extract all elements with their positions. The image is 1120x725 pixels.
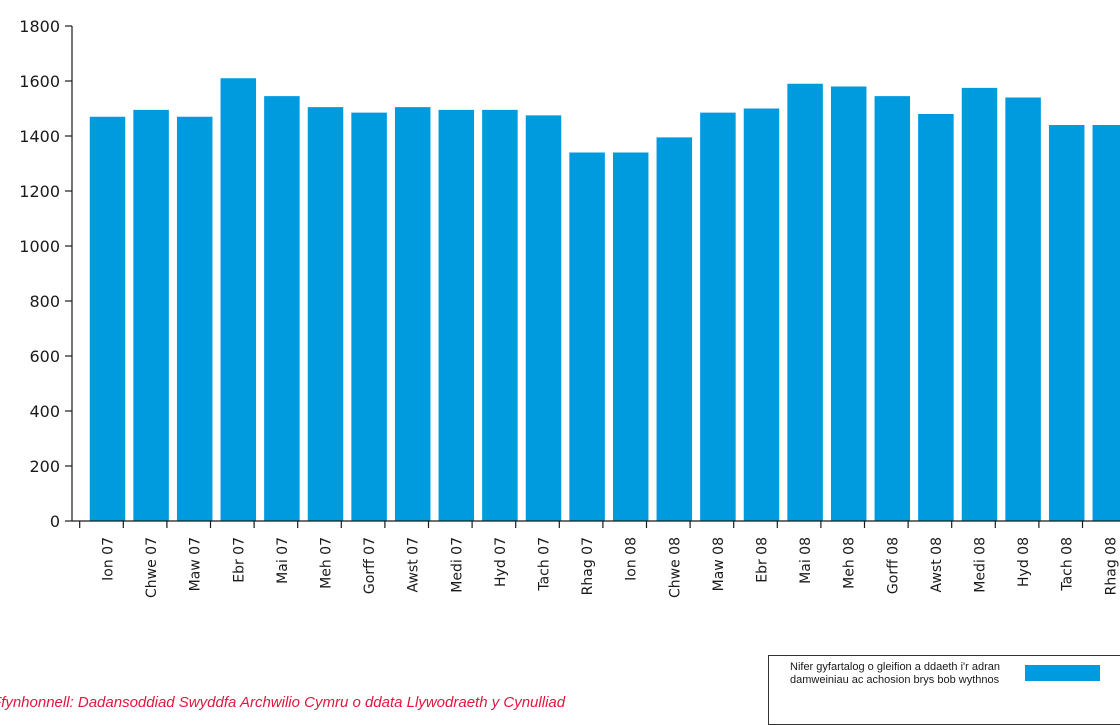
bar bbox=[743, 108, 780, 521]
x-tick-label: Ebr 07 bbox=[231, 537, 247, 583]
y-tick-label: 0 bbox=[50, 512, 60, 531]
bar bbox=[700, 112, 736, 521]
bar bbox=[220, 78, 257, 521]
bar bbox=[874, 96, 911, 521]
y-tick-label: 1600 bbox=[19, 72, 60, 91]
x-tick-label: Gorff 07 bbox=[362, 537, 378, 594]
source-note: Ffynhonnell: Dadansoddiad Swyddfa Archwi… bbox=[0, 694, 566, 711]
bar bbox=[656, 137, 693, 521]
x-tick-label: Tach 08 bbox=[1060, 537, 1076, 592]
x-tick-label: Rhag 07 bbox=[580, 537, 596, 595]
bar bbox=[438, 109, 475, 521]
x-tick-label: Meh 07 bbox=[319, 537, 335, 589]
x-tick-label: Awst 07 bbox=[406, 537, 422, 593]
bar bbox=[307, 107, 344, 521]
bar bbox=[1048, 125, 1085, 521]
x-tick-label: Rhag 08 bbox=[1103, 537, 1119, 595]
x-tick-label: Ion 07 bbox=[101, 537, 117, 581]
bar bbox=[1005, 97, 1041, 521]
legend-swatch bbox=[1025, 665, 1100, 681]
x-tick-label: Maw 07 bbox=[188, 537, 204, 591]
x-tick-label: Hyd 07 bbox=[493, 537, 509, 587]
x-axis: Ion 07 Chwe 07 Maw 07 Ebr 07 Mai 07 Meh 07 Gor… bbox=[72, 520, 1120, 598]
bar-chart: 0 200 400 600 800 1000 1200 1400 1600 1800 Ion 07… bbox=[19, 17, 1120, 598]
x-tick-label: Mai 08 bbox=[798, 537, 814, 584]
y-tick-label: 1800 bbox=[19, 17, 60, 36]
x-tick-label: Mai 07 bbox=[275, 537, 291, 584]
y-tick-label: 600 bbox=[29, 347, 60, 366]
bar bbox=[394, 107, 431, 521]
bar bbox=[830, 86, 867, 521]
bar bbox=[176, 116, 213, 521]
x-tick-label: Meh 08 bbox=[842, 537, 858, 589]
bar bbox=[961, 87, 998, 521]
bar bbox=[787, 83, 823, 521]
y-tick-label: 1000 bbox=[19, 237, 60, 256]
bar bbox=[569, 152, 605, 521]
y-tick-label: 1200 bbox=[19, 182, 60, 201]
y-tick-label: 400 bbox=[29, 402, 60, 421]
legend-label: Nifer gyfartalog o gleifion a ddaeth i'r… bbox=[790, 661, 1001, 686]
x-tick-label: Ebr 08 bbox=[755, 537, 771, 583]
x-tick-label: Gorff 08 bbox=[885, 537, 901, 594]
y-axis: 0 200 400 600 800 1000 1200 1400 1600 1800 bbox=[19, 17, 73, 531]
x-tick-label: Medi 07 bbox=[449, 537, 465, 593]
x-tick-label: Chwe 08 bbox=[667, 537, 683, 598]
bar bbox=[482, 109, 518, 521]
bar bbox=[1092, 125, 1120, 521]
x-tick-label: Medi 08 bbox=[973, 537, 989, 593]
x-tick-label: Tach 07 bbox=[537, 537, 553, 592]
bar bbox=[89, 116, 126, 521]
y-tick-label: 800 bbox=[29, 292, 60, 311]
bar bbox=[351, 112, 387, 521]
y-tick-label: 1400 bbox=[19, 127, 60, 146]
bar bbox=[264, 96, 300, 521]
bars bbox=[89, 78, 1120, 521]
x-tick-label: Chwe 07 bbox=[144, 537, 160, 598]
bar bbox=[133, 109, 169, 521]
x-tick-label: Awst 08 bbox=[929, 537, 945, 593]
legend: Nifer gyfartalog o gleifion a ddaeth i'r… bbox=[768, 655, 1120, 725]
x-tick-label: Maw 08 bbox=[711, 537, 727, 591]
bar bbox=[525, 115, 562, 521]
y-tick-label: 200 bbox=[29, 457, 60, 476]
x-tick-label: Hyd 08 bbox=[1016, 537, 1032, 587]
bar bbox=[918, 114, 954, 521]
bar bbox=[612, 152, 649, 521]
x-tick-label: Ion 08 bbox=[624, 537, 640, 581]
